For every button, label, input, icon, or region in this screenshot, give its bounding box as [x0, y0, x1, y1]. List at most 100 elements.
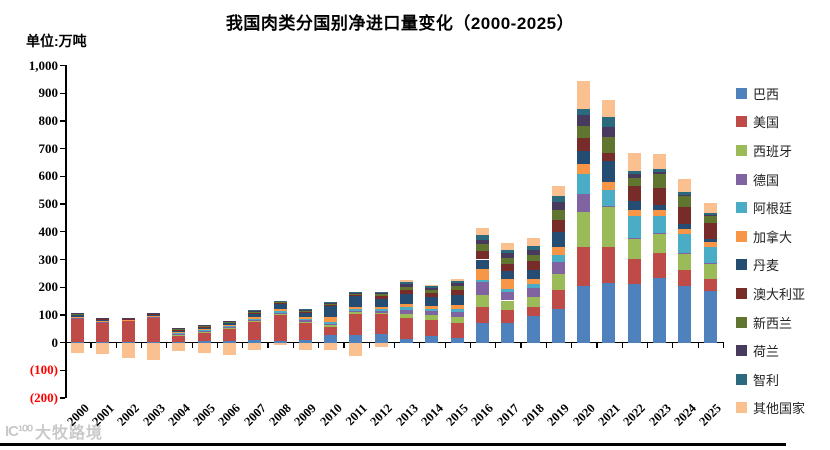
y-axis-tick-label: 200 [38, 279, 59, 295]
legend-swatch-icon [736, 345, 747, 357]
bar-segment-巴西 [273, 341, 287, 343]
bar-segment-加拿大 [425, 305, 439, 310]
bar-segment-美国 [96, 322, 110, 343]
bar-segment-澳大利亚 [475, 250, 489, 260]
y-axis-tick-label: 700 [38, 140, 59, 156]
bar-segment-荷兰 [551, 201, 565, 210]
bar-segment-澳大利亚 [678, 206, 692, 224]
bar-segment-丹麦 [222, 323, 236, 326]
bottom-border [0, 443, 786, 446]
category-axis-tick [469, 342, 472, 348]
bar-segment-加拿大 [298, 317, 312, 320]
bar-segment-其他国家 [349, 342, 363, 357]
category-axis-tick [292, 342, 294, 348]
bar-segment-德国 [475, 282, 489, 295]
y-axis-tick [60, 148, 65, 150]
bar-segment-澳大利亚 [703, 222, 717, 239]
legend-item-美国: 美国 [736, 108, 805, 137]
bar-segment-阿根廷 [273, 311, 287, 313]
bar-segment-荷兰 [374, 293, 388, 295]
category-axis-tick [343, 342, 345, 348]
bar-segment-加拿大 [121, 319, 135, 321]
category-axis-tick [419, 342, 421, 348]
legend-item-其他国家: 其他国家 [736, 394, 805, 423]
bar-segment-加拿大 [273, 309, 287, 312]
bar-segment-加拿大 [248, 317, 262, 320]
bar-segment-加拿大 [96, 320, 110, 322]
bar-segment-德国 [501, 292, 515, 301]
y-axis-tick [60, 231, 65, 233]
bar-segment-其他国家 [627, 152, 641, 171]
legend-item-澳大利亚: 澳大利亚 [736, 279, 805, 308]
legend-swatch-icon [736, 144, 747, 156]
bar-segment-西班牙 [602, 206, 616, 248]
category-axis-tick [140, 342, 143, 348]
bar-segment-加拿大 [501, 279, 515, 290]
legend-swatch-icon [736, 173, 747, 185]
bar-segment-丹麦 [450, 294, 464, 305]
bar-segment-西班牙 [703, 263, 717, 279]
bar-segment-巴西 [703, 290, 717, 343]
bar-segment-德国 [96, 321, 110, 323]
y-axis-tick-label: 800 [38, 113, 59, 128]
y-axis-tick-label: (200) [29, 390, 58, 405]
bar-segment-其他国家 [602, 99, 616, 118]
legend-swatch-icon [736, 402, 747, 414]
legend-label: 丹麦 [753, 258, 780, 274]
bar-segment-澳大利亚 [627, 186, 641, 202]
bar-segment-加拿大 [627, 210, 641, 216]
bar-segment-加拿大 [349, 306, 363, 310]
bar-segment-丹麦 [526, 269, 540, 280]
bar-segment-西班牙 [349, 312, 363, 314]
bar-segment-美国 [678, 270, 692, 286]
bar-segment-智利 [678, 192, 692, 195]
legend-label: 阿根廷 [753, 201, 793, 217]
bar-segment-新西兰 [248, 311, 262, 313]
y-axis-tick [60, 286, 65, 288]
bar-segment-西班牙 [551, 274, 565, 290]
bar-segment-西班牙 [324, 325, 338, 328]
bar-segment-美国 [400, 318, 414, 340]
bar-segment-智利 [551, 196, 565, 202]
bar-segment-澳大利亚 [374, 295, 388, 299]
bar-segment-加拿大 [172, 332, 186, 334]
category-axis-tick [115, 342, 117, 348]
bar-segment-德国 [248, 319, 262, 321]
bar-segment-巴西 [627, 284, 641, 343]
bar-segment-德国 [273, 312, 287, 314]
bar-segment-西班牙 [526, 296, 540, 307]
bar-segment-澳大利亚 [349, 294, 363, 297]
bar-segment-德国 [197, 331, 211, 332]
bar-segment-阿根廷 [349, 309, 363, 312]
legend-swatch-icon [736, 316, 747, 328]
bar-segment-巴西 [349, 335, 363, 343]
legend-item-德国: 德国 [736, 165, 805, 194]
bar-segment-德国 [450, 311, 464, 317]
bar-segment-丹麦 [324, 306, 338, 318]
category-axis-tick [646, 342, 649, 348]
bar-segment-新西兰 [678, 196, 692, 207]
bar-segment-美国 [703, 278, 717, 291]
y-axis-tick [60, 369, 65, 371]
bar-segment-丹麦 [627, 201, 641, 211]
bar-segment-其他国家 [703, 202, 717, 213]
bar-segment-美国 [374, 314, 388, 334]
bar-segment-新西兰 [400, 286, 414, 290]
legend-item-智利: 智利 [736, 365, 805, 394]
legend-label: 德国 [753, 172, 780, 188]
bar-segment-加拿大 [71, 317, 85, 319]
bar-segment-巴西 [678, 285, 692, 343]
y-axis-tick-label: 500 [38, 196, 59, 212]
bar-segment-丹麦 [501, 271, 515, 280]
bar-segment-澳大利亚 [298, 311, 312, 314]
bar-segment-加拿大 [602, 181, 616, 191]
bar-segment-加拿大 [324, 317, 338, 322]
bar-segment-新西兰 [475, 243, 489, 251]
bar-segment-德国 [172, 333, 186, 335]
bar-segment-其他国家 [71, 342, 85, 353]
bar-segment-其他国家 [172, 342, 186, 352]
bar-segment-澳大利亚 [172, 329, 186, 331]
bar-segment-美国 [653, 253, 667, 279]
bar-segment-丹麦 [551, 232, 565, 248]
